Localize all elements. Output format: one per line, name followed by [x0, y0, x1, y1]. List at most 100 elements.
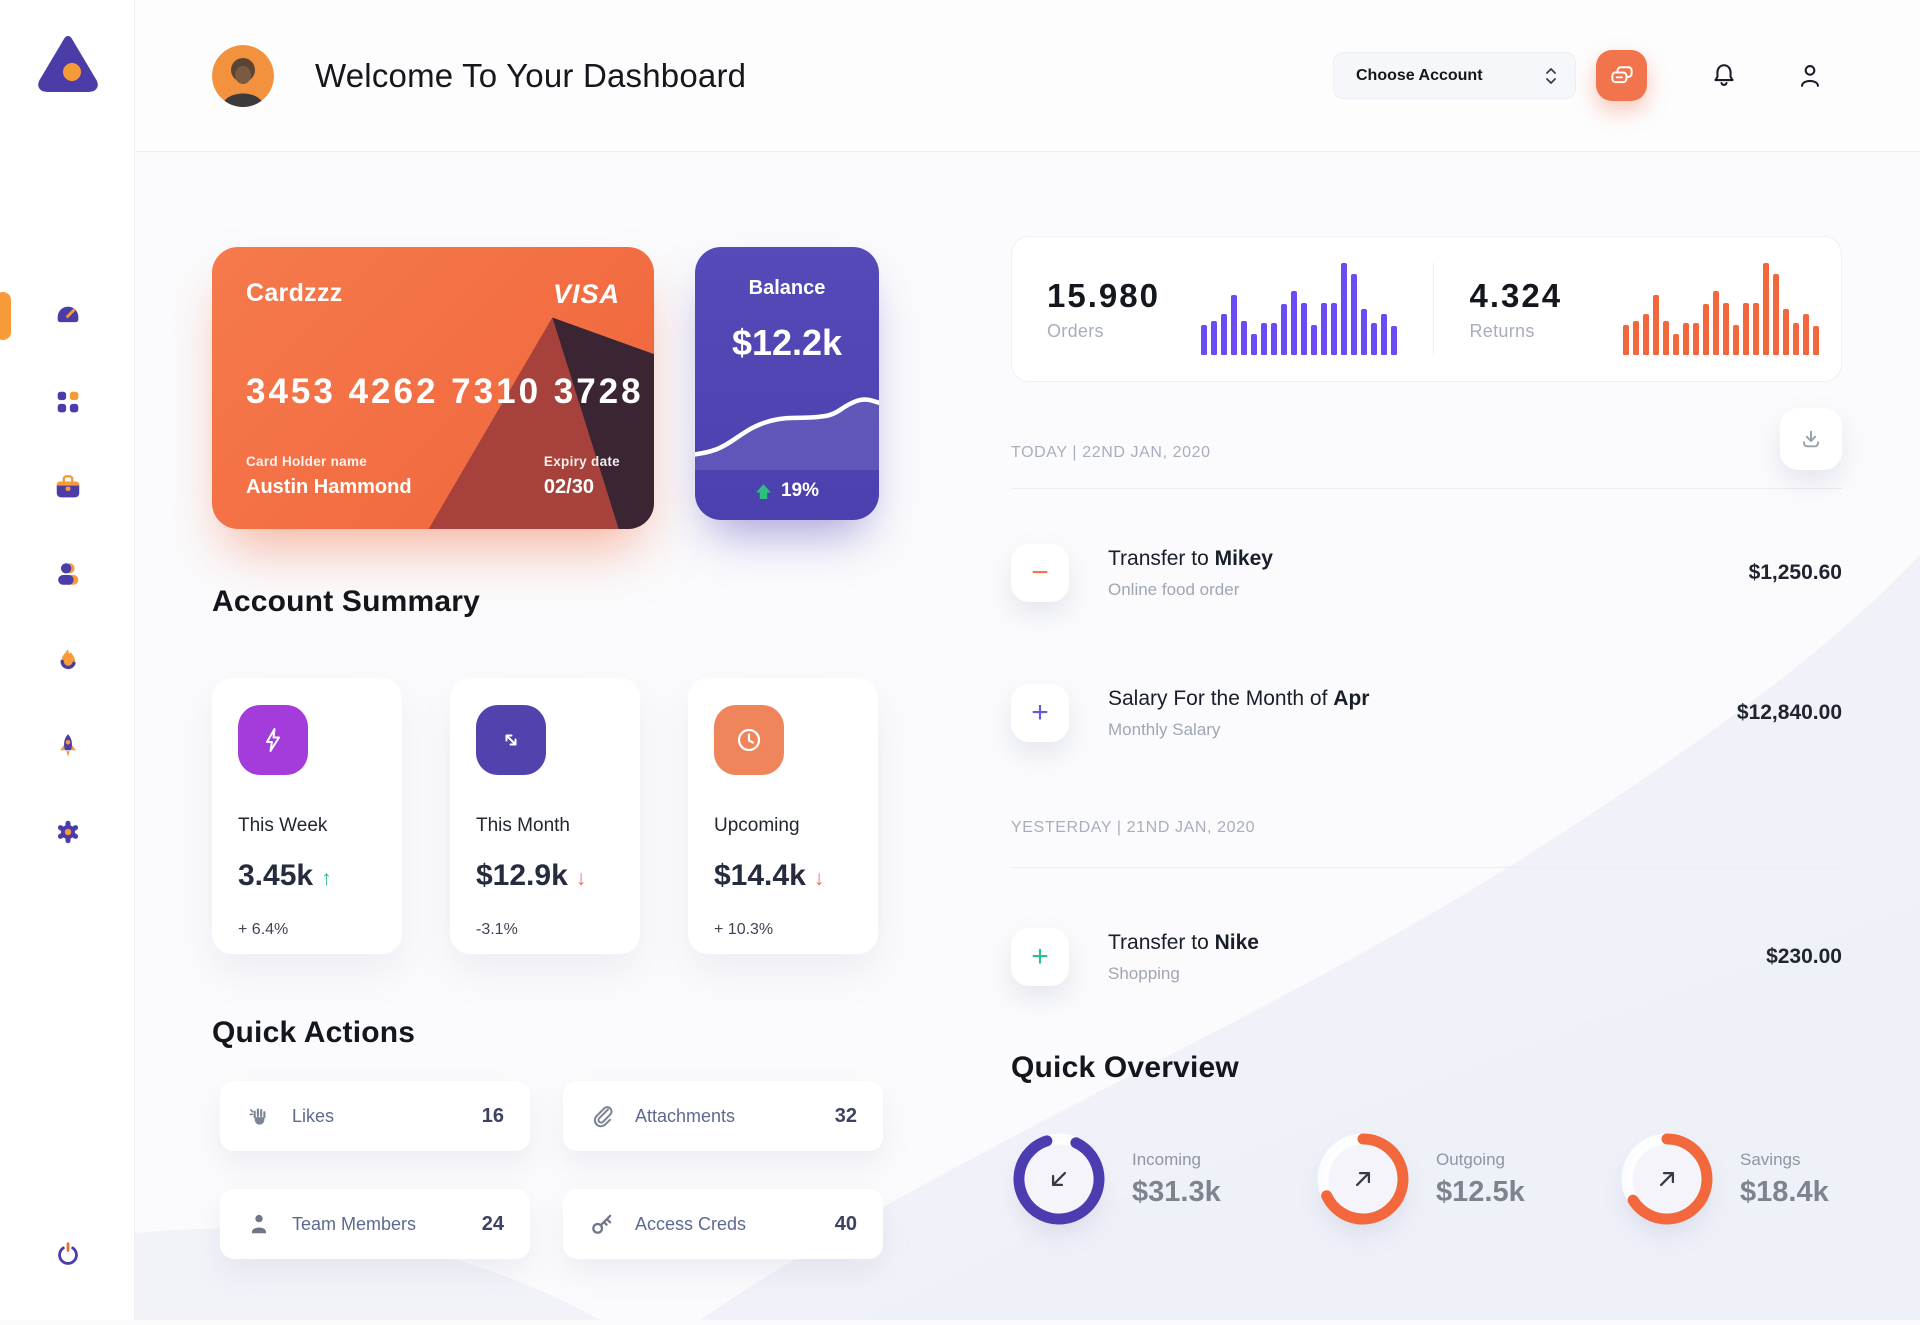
- balance-sparkline-chart: [695, 397, 879, 470]
- summary-value: 3.45k: [238, 859, 314, 892]
- overview-value: $18.4k: [1740, 1175, 1829, 1208]
- transactions-date-today: TODAY | 22ND JAN, 2020: [1011, 444, 1211, 461]
- stats-divider: [1432, 263, 1434, 355]
- overview-incoming: Incoming $31.3k: [1011, 1131, 1315, 1227]
- chevron-up-down-icon: [1546, 67, 1556, 84]
- briefcase-icon: [56, 475, 79, 498]
- app-logo: [0, 30, 135, 94]
- rocket-icon: [59, 734, 76, 757]
- summary-change: + 10.3%: [714, 921, 774, 938]
- balance-value: $12.2k: [731, 322, 843, 363]
- quick-action-attachments[interactable]: Attachments 32: [563, 1081, 883, 1151]
- notifications-button[interactable]: [1709, 61, 1739, 91]
- chat-icon: [1610, 65, 1633, 83]
- transaction-subtitle: Monthly Salary: [1108, 719, 1221, 739]
- dashboard-gauge-icon: [57, 306, 78, 323]
- up-arrow-icon: [756, 483, 771, 499]
- paperclip-icon: [593, 1106, 613, 1128]
- quick-action-label: Likes: [292, 1105, 335, 1126]
- transaction-plus-icon[interactable]: +: [1011, 928, 1069, 986]
- credit-card: Cardzzz VISA 3453 4262 7310 3728 Card Ho…: [212, 247, 654, 529]
- right-column: 15.980 Orders 4.324 Returns TODAY | 22ND…: [1011, 236, 1842, 1227]
- sidebar-item-launch[interactable]: [0, 731, 135, 761]
- transactions-date-yesterday: YESTERDAY | 21ND JAN, 2020: [1011, 819, 1256, 836]
- summary-value: $14.4k: [714, 859, 806, 892]
- down-left-arrow-icon: [1051, 1171, 1067, 1187]
- apps-grid-icon: [57, 391, 78, 413]
- returns-label: Returns: [1469, 320, 1535, 341]
- quick-action-count: 24: [481, 1212, 504, 1235]
- card-name: Cardzzz: [246, 279, 343, 307]
- quick-action-access-creds[interactable]: Access Creds 40: [563, 1189, 883, 1259]
- users-icon: [57, 563, 78, 585]
- trend-down-arrow: ↓: [813, 867, 825, 890]
- diagonal-arrows-icon: [505, 734, 517, 746]
- transaction-title: Transfer to Mikey: [1108, 546, 1273, 570]
- overview-value: $12.5k: [1436, 1175, 1525, 1208]
- transaction-row-nike[interactable]: + Transfer to Nike Shopping $230.00: [1011, 928, 1842, 986]
- card-expiry-label: Expiry date: [543, 454, 620, 469]
- orders-returns-stats-card: 15.980 Orders 4.324 Returns: [1011, 236, 1842, 382]
- visa-logo: VISA: [552, 279, 620, 309]
- returns-bar-chart: [1623, 263, 1819, 355]
- download-statement-button[interactable]: [1780, 408, 1842, 470]
- up-right-arrow-icon: [1355, 1171, 1371, 1187]
- transaction-title: Salary For the Month of Apr: [1108, 686, 1370, 710]
- sidebar-item-settings[interactable]: [0, 817, 135, 847]
- transaction-amount: $12,840.00: [1736, 701, 1842, 724]
- account-summary-title: Account Summary: [212, 585, 481, 618]
- quick-action-count: 32: [834, 1104, 857, 1127]
- sidebar-item-dashboard[interactable]: [0, 292, 135, 340]
- summary-label: This Week: [238, 815, 328, 836]
- summary-card-upcoming: Upcoming $14.4k ↓ + 10.3%: [688, 678, 878, 954]
- main-content: Cardzzz VISA 3453 4262 7310 3728 Card Ho…: [136, 152, 1920, 1320]
- transaction-row-salary[interactable]: + Salary For the Month of Apr Monthly Sa…: [1011, 684, 1842, 742]
- bell-icon: [1714, 63, 1734, 86]
- transaction-subtitle: Online food order: [1108, 579, 1240, 599]
- quick-action-count: 16: [481, 1104, 504, 1127]
- card-holder-label: Card Holder name: [246, 454, 368, 469]
- settings-gear-icon: [57, 820, 78, 844]
- triangle-logo-icon: [37, 36, 98, 92]
- user-avatar: [212, 44, 274, 107]
- summary-change: + 6.4%: [238, 921, 289, 938]
- left-column: Cardzzz VISA 3453 4262 7310 3728 Card Ho…: [212, 247, 883, 1259]
- transaction-plus-icon[interactable]: +: [1011, 684, 1069, 742]
- sidebar-item-trending[interactable]: [0, 645, 135, 675]
- power-icon: [57, 1242, 78, 1265]
- summary-card-this-month: This Month $12.9k ↓ -3.1%: [450, 678, 640, 954]
- sidebar-item-apps[interactable]: [0, 387, 135, 417]
- summary-value: $12.9k: [476, 859, 568, 892]
- trend-down-arrow: ↓: [575, 867, 587, 890]
- savings-progress-ring: [1619, 1131, 1715, 1227]
- page-title: Welcome To Your Dashboard: [315, 56, 747, 94]
- summary-label: Upcoming: [714, 815, 800, 836]
- header: Welcome To Your Dashboard Choose Account: [136, 0, 1920, 152]
- up-right-arrow-icon: [1659, 1171, 1675, 1187]
- sidebar-item-portfolio[interactable]: [0, 473, 135, 503]
- sidebar-item-contacts[interactable]: [0, 559, 135, 589]
- choose-account-dropdown[interactable]: Choose Account: [1333, 52, 1576, 99]
- balance-card: Balance $12.2k 19%: [695, 247, 879, 520]
- transaction-minus-icon[interactable]: −: [1011, 544, 1069, 602]
- sidebar-nav: [0, 292, 135, 847]
- clap-icon: [249, 1108, 266, 1125]
- overview-value: $31.3k: [1132, 1175, 1221, 1208]
- logout-power-button[interactable]: [0, 1240, 135, 1270]
- incoming-progress-ring: [1011, 1131, 1107, 1227]
- chat-button[interactable]: [1596, 50, 1647, 101]
- transaction-amount: $1,250.60: [1748, 561, 1842, 584]
- summary-label: This Month: [476, 815, 570, 836]
- outgoing-progress-ring: [1315, 1131, 1411, 1227]
- transaction-row-mikey[interactable]: − Transfer to Mikey Online food order $1…: [1011, 544, 1842, 602]
- download-icon: [1803, 430, 1819, 448]
- header-actions: Choose Account: [1333, 50, 1825, 101]
- flame-icon: [59, 648, 76, 670]
- card-holder-name: Austin Hammond: [246, 476, 412, 498]
- quick-action-likes[interactable]: Likes 16: [220, 1081, 530, 1151]
- profile-button[interactable]: [1795, 61, 1825, 91]
- quick-action-team-members[interactable]: Team Members 24: [220, 1189, 530, 1259]
- quick-action-count: 40: [834, 1212, 857, 1235]
- account-summary-cards: This Week 3.45k ↑ + 6.4% This Month $12.…: [212, 678, 882, 954]
- quick-overview-title: Quick Overview: [1011, 1051, 1239, 1084]
